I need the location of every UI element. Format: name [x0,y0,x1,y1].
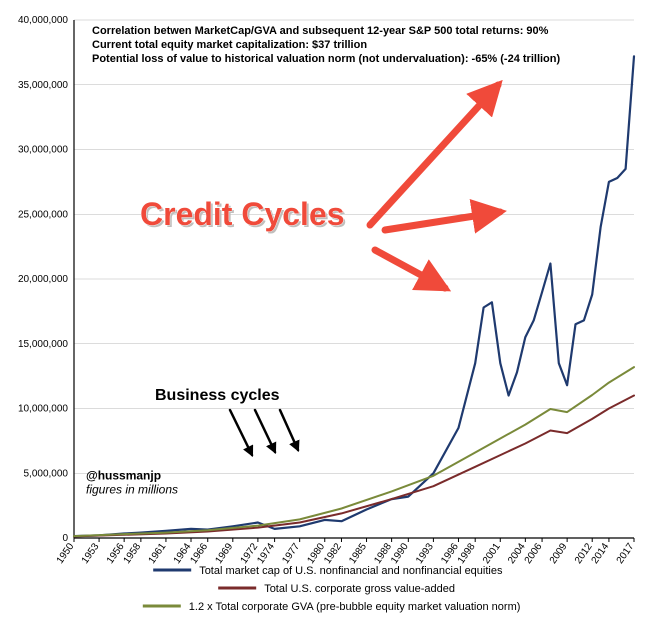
y-tick-label: 15,000,000 [18,339,68,350]
x-tick-label: 1953 [80,541,102,566]
credit-arrow-2 [375,250,445,288]
x-tick-label: 1950 [55,541,77,566]
header-line-0: Correlation betwen MarketCap/GVA and sub… [92,25,549,37]
legend-label-marketcap: Total market cap of U.S. nonfinancial an… [199,565,503,577]
x-tick-label: 1961 [147,541,169,566]
x-tick-label: 2001 [481,541,503,566]
legend-label-gva: Total U.S. corporate gross value-added [264,583,455,595]
x-tick-label: 1977 [280,541,302,566]
y-tick-label: 30,000,000 [18,145,68,156]
y-tick-label: 40,000,000 [18,15,68,26]
x-tick-label: 1990 [389,541,411,566]
header-line-1: Current total equity market capitalizati… [92,39,367,51]
x-tick-label: 2006 [523,541,545,566]
x-tick-label: 1993 [414,541,436,566]
chart-container: 05,000,00010,000,00015,000,00020,000,000… [0,0,648,629]
x-tick-label: 1958 [122,541,144,566]
x-tick-label: 2014 [590,541,612,566]
attribution-note: figures in millions [86,483,178,497]
legend-label-gva12: 1.2 x Total corporate GVA (pre-bubble eq… [189,601,521,613]
business-cycles-label: Business cycles [155,387,280,404]
header-line-2: Potential loss of value to historical va… [92,53,560,65]
x-tick-label: 2017 [615,541,637,566]
attribution-handle: @hussmanjp [86,469,161,483]
y-tick-label: 25,000,000 [18,209,68,220]
y-tick-label: 20,000,000 [18,274,68,285]
credit-arrow-0 [370,85,498,225]
business-arrow-1 [255,410,275,452]
chart-svg: 05,000,00010,000,00015,000,00020,000,000… [0,0,648,629]
x-tick-label: 2009 [548,541,570,566]
y-tick-label: 10,000,000 [18,404,68,415]
business-arrow-2 [280,410,298,450]
y-tick-label: 35,000,000 [18,80,68,91]
credit-arrow-1 [385,212,500,230]
x-tick-label: 1974 [255,541,277,566]
x-tick-label: 1985 [347,541,369,566]
x-tick-label: 1966 [188,541,210,566]
y-tick-label: 5,000,000 [24,468,69,479]
x-tick-label: 1982 [322,541,344,566]
series-marketcap [74,56,634,536]
credit-cycles-label: Credit Cycles [140,196,345,232]
business-arrow-0 [230,410,252,455]
x-tick-label: 1969 [213,541,235,566]
x-tick-label: 1998 [456,541,478,566]
